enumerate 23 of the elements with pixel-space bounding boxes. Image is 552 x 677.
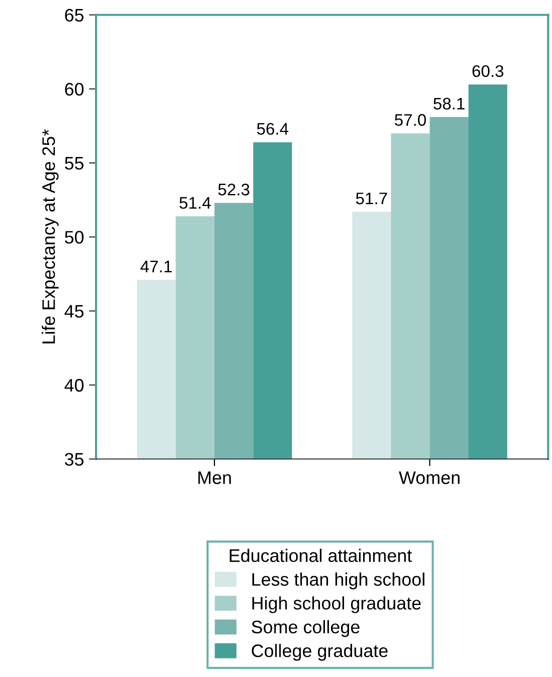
y-tick-label: 35 [64,452,84,466]
data-label: 47.1 [140,260,172,272]
data-label: 52.3 [218,184,250,196]
y-tick-label: 65 [65,8,84,22]
y-axis-title: Life Expectancy at Age 25* [42,129,59,344]
data-label: 51.4 [180,197,211,209]
y-tick-label: 50 [64,230,84,244]
data-label: 58.1 [434,98,465,110]
data-label: 60.3 [472,65,504,78]
y-tick-label: 60 [65,82,84,96]
y-tick-label: 45 [64,305,84,318]
legend-label: High school graduate [252,596,421,614]
x-tick-label: Women [398,471,460,484]
data-label: 56.4 [257,122,288,135]
data-label: 51.7 [356,192,387,204]
legend-label: College graduate [252,644,388,661]
x-tick-label: Men [198,471,231,484]
legend-title: Educational attainment [230,548,412,562]
legend-label: Some college [252,620,360,637]
data-label: 57.0 [394,114,426,126]
y-tick-label: 55 [64,157,84,170]
y-tick-label: 40 [64,378,84,392]
legend-label: Less than high school [252,572,424,590]
